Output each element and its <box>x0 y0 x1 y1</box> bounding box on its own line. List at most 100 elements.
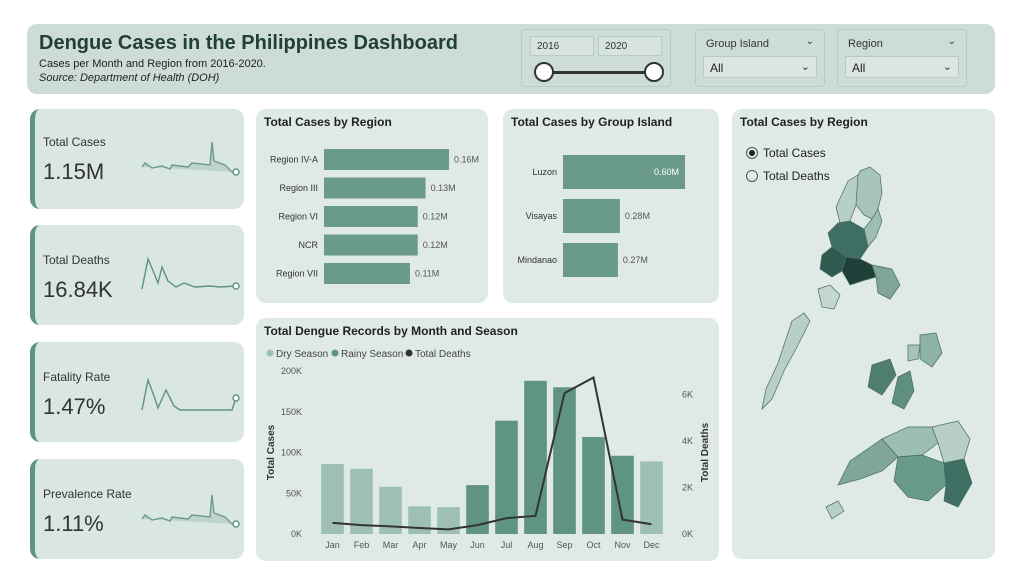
chevron-down-icon[interactable]: ⌄ <box>947 36 956 47</box>
year-start-input[interactable]: 2016 <box>530 36 594 56</box>
kpi-label: Total Deaths <box>43 253 110 267</box>
y-tick-label: 0K <box>291 529 302 539</box>
region-dropdown[interactable]: All ⌄ <box>845 56 959 78</box>
region-bar-chart: Region IV-A 0.16M Region III 0.13M Region VI… <box>270 149 479 284</box>
bar[interactable] <box>553 387 576 534</box>
y2-tick-label: 6K <box>682 389 693 399</box>
kpi-sparkline <box>141 377 240 411</box>
group-island-dropdown[interactable]: All ⌄ <box>703 56 817 78</box>
radio-selected-icon <box>746 147 758 159</box>
bar[interactable] <box>563 155 685 189</box>
year-end-input[interactable]: 2020 <box>598 36 662 56</box>
region-bar-panel: Total Cases by Region Region IV-A 0.16M Re… <box>256 109 488 303</box>
kpi-label: Fatality Rate <box>43 370 111 384</box>
radio-unselected-icon <box>746 170 758 182</box>
island-bar-chart: Luzon 0.60M Visayas 0.28M Mindanao 0.27M <box>517 155 685 277</box>
monthly-combo-chart: Dry Season Rainy Season Total Deaths 0K 50K 1… <box>266 349 711 550</box>
kpi-fatality-rate: Fatality Rate 1.47% <box>30 342 244 442</box>
legend-marker <box>405 349 413 357</box>
radio-label: Total Deaths <box>763 169 830 183</box>
legend-label[interactable]: Dry Season <box>276 349 328 360</box>
category-label: Region III <box>279 183 318 193</box>
x-tick-label: Feb <box>354 540 370 550</box>
page-subtitle: Cases per Month and Region from 2016-202… <box>39 58 266 70</box>
radio-total-deaths[interactable]: Total Deaths <box>746 169 830 183</box>
kpi-value: 1.47% <box>43 394 106 419</box>
y2-tick-label: 0K <box>682 529 693 539</box>
kpi-label: Total Cases <box>43 135 106 149</box>
category-label: Luzon <box>532 167 557 177</box>
x-tick-label: Oct <box>586 540 601 550</box>
kpi-prevalence-rate: Prevalence Rate 1.11% <box>30 459 244 559</box>
region-masbate <box>907 344 921 362</box>
region-barmm-islands <box>825 500 845 520</box>
bar[interactable] <box>324 263 410 284</box>
region-western-visayas <box>867 358 897 396</box>
category-label: NCR <box>299 240 319 250</box>
legend-label[interactable]: Rainy Season <box>341 349 403 360</box>
y2-tick-label: 2K <box>682 482 693 492</box>
bar[interactable] <box>324 177 426 199</box>
bar[interactable] <box>582 437 605 534</box>
region-central-visayas <box>891 370 915 410</box>
legend-marker <box>331 349 339 357</box>
data-label: 0.13M <box>431 183 456 193</box>
bar[interactable] <box>324 149 449 170</box>
bar[interactable] <box>379 486 402 534</box>
data-label: 0.12M <box>423 240 448 250</box>
bar[interactable] <box>437 507 460 534</box>
x-tick-label: Aug <box>527 540 543 550</box>
group-island-value: All <box>710 61 724 75</box>
x-tick-label: Nov <box>614 540 631 550</box>
bar[interactable] <box>640 461 663 534</box>
map-title: Total Cases by Region <box>740 115 868 129</box>
region-ilocos <box>835 174 859 224</box>
region-davao <box>943 458 973 508</box>
legend-label[interactable]: Total Deaths <box>415 349 471 360</box>
bar[interactable] <box>408 506 431 534</box>
bar[interactable] <box>324 206 418 227</box>
bar[interactable] <box>524 380 547 534</box>
kpi-sparkline <box>141 494 240 528</box>
bar[interactable] <box>324 234 418 256</box>
y2-tick-label: 4K <box>682 436 693 446</box>
region-calabarzon <box>841 256 877 286</box>
category-label: Mindanao <box>517 255 557 265</box>
year-slider-start-handle[interactable] <box>534 62 554 82</box>
page-title: Dengue Cases in the Philippines Dashboar… <box>39 32 458 54</box>
category-label: Region VII <box>276 269 318 279</box>
bar[interactable] <box>611 455 634 534</box>
kpi-total-deaths: Total Deaths 16.84K <box>30 225 244 325</box>
year-slider-track[interactable] <box>544 71 654 74</box>
dashboard-header: Dengue Cases in the Philippines Dashboar… <box>27 24 995 94</box>
category-label: Region IV-A <box>270 155 318 165</box>
x-tick-label: Jun <box>470 540 485 550</box>
chevron-down-icon[interactable]: ⌄ <box>805 36 814 47</box>
legend-marker <box>266 349 274 357</box>
year-slider-end-handle[interactable] <box>644 62 664 82</box>
region-caraga <box>931 420 971 464</box>
data-label: 0.60M <box>654 167 679 177</box>
data-label: 0.16M <box>454 155 479 165</box>
deaths-line[interactable] <box>332 376 652 531</box>
category-label: Region VI <box>278 212 318 222</box>
kpi-sparkline <box>141 256 240 290</box>
x-tick-label: Jul <box>501 540 513 550</box>
bar[interactable] <box>563 243 618 277</box>
region-value: All <box>852 61 866 75</box>
bar[interactable] <box>495 420 518 534</box>
region-slicer: Region ⌄ All ⌄ <box>837 29 967 87</box>
y-axis-title: Total Cases <box>266 424 277 480</box>
bar[interactable] <box>466 485 489 534</box>
philippines-map[interactable] <box>732 109 995 559</box>
x-tick-label: Sep <box>556 540 572 550</box>
bar[interactable] <box>563 199 620 233</box>
bar[interactable] <box>350 468 373 534</box>
bar[interactable] <box>321 463 344 534</box>
y2-axis-title: Total Deaths <box>700 422 711 482</box>
radio-total-cases[interactable]: Total Cases <box>746 146 826 160</box>
region-bicol <box>871 264 901 300</box>
monthly-chart-panel: Total Dengue Records by Month and Season… <box>256 318 719 561</box>
region-eastern-visayas <box>919 332 943 368</box>
kpi-value: 1.11% <box>43 511 104 536</box>
